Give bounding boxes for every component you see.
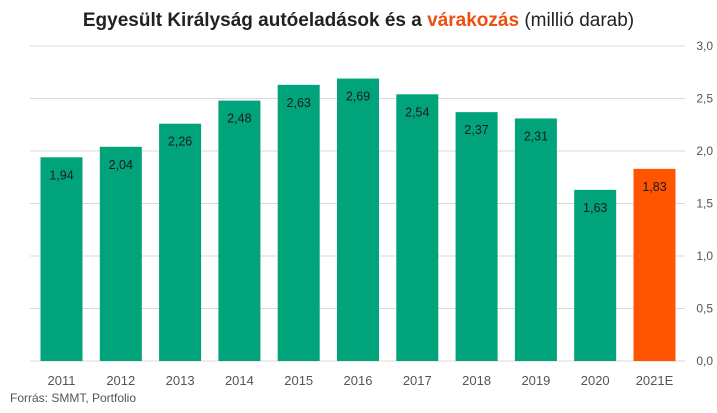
x-tick-label-2017: 2017 [403,373,432,388]
data-label-2018: 2,37 [464,123,488,137]
y-tick-label: 2,5 [696,92,713,106]
y-tick-label: 0,5 [696,302,713,316]
x-tick-label-2012: 2012 [106,373,135,388]
chart-title-unit: (millió darab) [524,10,635,31]
bar-2012 [99,146,142,361]
x-tick-label-2020: 2020 [581,373,610,388]
y-tick-label: 1,5 [696,197,713,211]
data-label-2019: 2,31 [524,129,548,143]
chart-title: Egyesült Királyság autóeladások és a vár… [0,10,717,32]
x-tick-label-2016: 2016 [344,373,373,388]
chart-title-main: Egyesült Királyság autóeladások és a [82,10,422,31]
y-tick-label: 1,0 [696,249,713,263]
x-tick-label-2014: 2014 [225,373,254,388]
y-tick-label: 0,0 [696,354,713,368]
data-label-2012: 2,04 [109,158,133,172]
bar-2020 [574,189,617,361]
y-tick-label: 2,0 [696,144,713,158]
data-label-2016: 2,69 [346,90,370,104]
y-axis-ticks: 0,0 0,5 1,0 1,5 2,0 2,5 3,0 [696,39,713,368]
data-label-2015: 2,63 [287,96,311,110]
x-tick-label-2018: 2018 [462,373,491,388]
bar-2016 [337,78,379,362]
bars [40,78,676,362]
y-tick-label: 3,0 [696,39,713,53]
bar-2018 [455,112,498,362]
x-tick-label-2015: 2015 [284,373,313,388]
x-tick-label-2013: 2013 [166,373,195,388]
data-label-2013: 2,26 [168,135,192,149]
source-note: Forrás: SMMT, Portfolio [10,391,137,405]
bar-2013 [159,123,202,361]
data-label-2020: 1,63 [583,201,607,215]
bar-2017 [396,94,439,362]
x-tick-label-2011: 2011 [48,373,76,388]
x-axis-ticks: 2011 2012 2013 2014 2015 2016 2017 2018 2019 2020… [48,373,674,388]
bar-2014 [218,100,261,361]
x-tick-label-2019: 2019 [521,373,550,388]
data-label-2011: 1,94 [49,168,73,182]
chart-title-highlight: várakozás [427,10,520,31]
data-label-2014: 2,48 [227,112,251,126]
bar-2011 [40,157,83,361]
data-label-2017: 2,54 [405,105,429,119]
data-label-2021E: 1,83 [642,180,666,194]
x-tick-label-2021E: 2021E [636,373,674,388]
bar-2019 [514,118,557,361]
data-labels: 1,94 2,04 2,26 2,48 2,63 2,69 2,54 2,37 2,31 1,63… [49,90,666,215]
bar-2015 [277,84,320,361]
bar-2021E [633,168,676,361]
